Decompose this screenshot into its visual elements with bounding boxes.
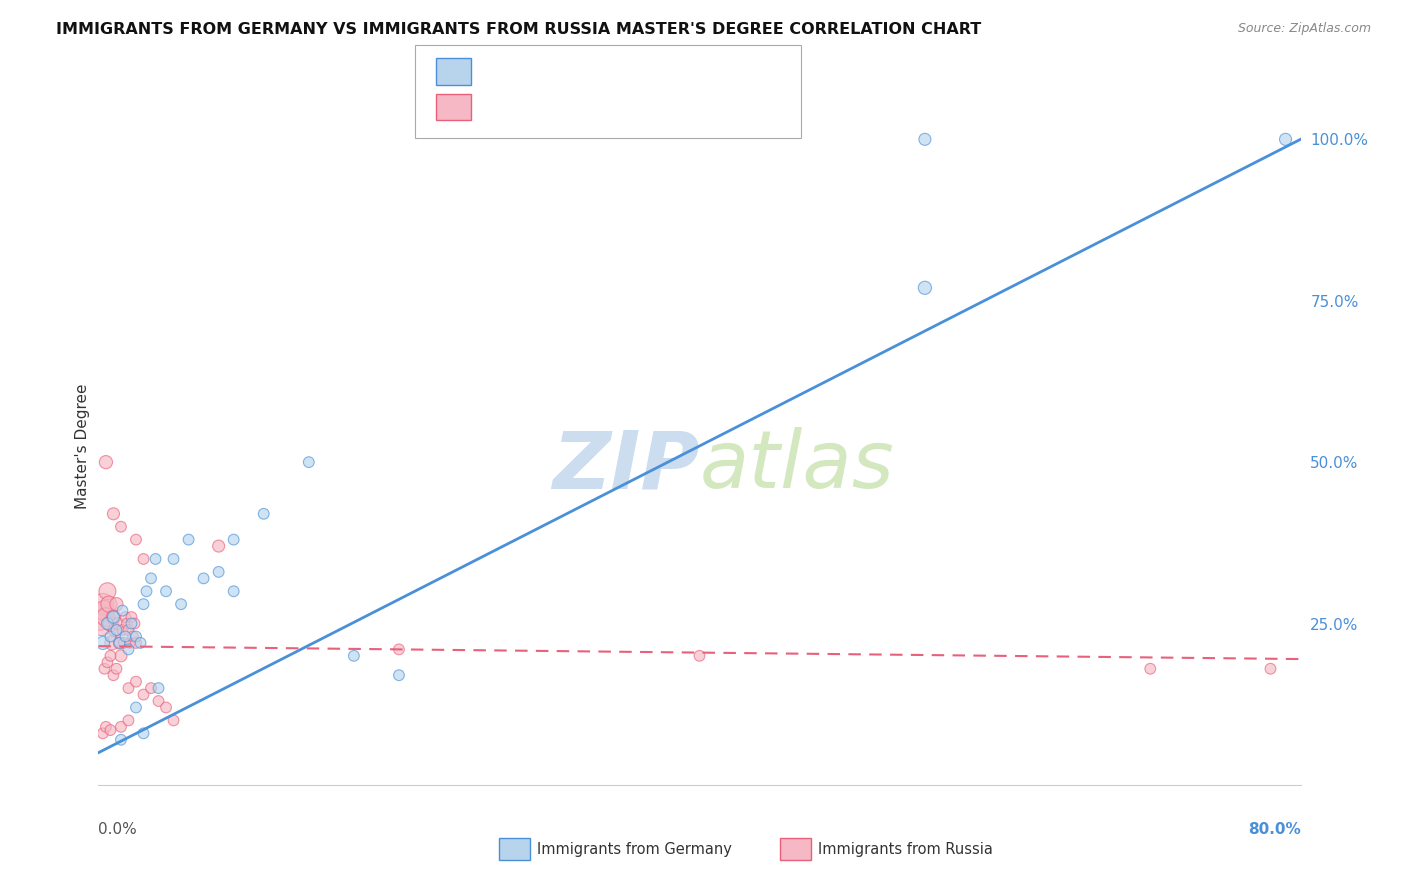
- Point: [222, 584, 245, 599]
- Point: [129, 636, 152, 650]
- Point: [110, 519, 132, 533]
- Point: [162, 714, 184, 728]
- Point: [107, 616, 129, 631]
- Point: [97, 597, 120, 611]
- Point: [111, 623, 134, 637]
- Point: [103, 507, 125, 521]
- Text: Immigrants from Russia: Immigrants from Russia: [818, 842, 993, 856]
- Point: [101, 636, 124, 650]
- Point: [155, 700, 177, 714]
- Point: [298, 455, 321, 469]
- Point: [125, 700, 148, 714]
- Point: [177, 533, 200, 547]
- Point: [108, 636, 131, 650]
- Point: [145, 552, 167, 566]
- Text: Source: ZipAtlas.com: Source: ZipAtlas.com: [1237, 22, 1371, 36]
- Point: [100, 648, 122, 663]
- Point: [96, 584, 118, 599]
- Point: [155, 584, 177, 599]
- Point: [103, 610, 125, 624]
- Point: [118, 636, 141, 650]
- Point: [114, 630, 136, 644]
- Point: [90, 616, 112, 631]
- Y-axis label: Master's Degree: Master's Degree: [75, 384, 90, 508]
- Point: [91, 636, 114, 650]
- Point: [100, 630, 122, 644]
- Point: [914, 132, 936, 146]
- Point: [110, 648, 132, 663]
- Point: [1139, 662, 1161, 676]
- Text: Immigrants from Germany: Immigrants from Germany: [537, 842, 733, 856]
- Point: [103, 668, 125, 682]
- Point: [105, 623, 128, 637]
- Text: atlas: atlas: [700, 427, 894, 506]
- Point: [111, 604, 134, 618]
- Point: [93, 604, 115, 618]
- Point: [132, 688, 155, 702]
- Point: [114, 610, 136, 624]
- Point: [208, 539, 231, 553]
- Point: [110, 720, 132, 734]
- Point: [121, 616, 143, 631]
- Point: [139, 681, 162, 695]
- Text: 80.0%: 80.0%: [1247, 822, 1301, 838]
- Point: [148, 694, 170, 708]
- Point: [115, 616, 138, 631]
- Point: [208, 565, 231, 579]
- Point: [117, 681, 139, 695]
- Point: [100, 616, 122, 631]
- Point: [1260, 662, 1282, 676]
- Point: [132, 726, 155, 740]
- Point: [124, 616, 146, 631]
- Point: [122, 630, 145, 644]
- Point: [108, 636, 131, 650]
- Point: [104, 623, 127, 637]
- Point: [139, 571, 162, 585]
- Text: ZIP: ZIP: [553, 427, 700, 506]
- Text: IMMIGRANTS FROM GERMANY VS IMMIGRANTS FROM RUSSIA MASTER'S DEGREE CORRELATION CH: IMMIGRANTS FROM GERMANY VS IMMIGRANTS FR…: [56, 22, 981, 37]
- Point: [117, 623, 139, 637]
- Point: [343, 648, 366, 663]
- Point: [135, 584, 157, 599]
- Point: [162, 552, 184, 566]
- Point: [91, 597, 114, 611]
- Point: [100, 723, 122, 737]
- Point: [388, 642, 411, 657]
- Point: [96, 655, 118, 669]
- Point: [132, 552, 155, 566]
- Point: [117, 642, 139, 657]
- Point: [112, 636, 135, 650]
- Point: [148, 681, 170, 695]
- Point: [689, 648, 711, 663]
- Point: [125, 533, 148, 547]
- Point: [125, 630, 148, 644]
- Point: [94, 610, 117, 624]
- Point: [132, 597, 155, 611]
- Point: [125, 636, 148, 650]
- Point: [103, 610, 125, 624]
- Point: [110, 732, 132, 747]
- Point: [193, 571, 215, 585]
- Point: [388, 668, 411, 682]
- Point: [121, 610, 143, 624]
- Point: [94, 455, 117, 469]
- Text: R = -0.047    N = 52: R = -0.047 N = 52: [478, 95, 647, 113]
- Point: [93, 662, 115, 676]
- Point: [105, 662, 128, 676]
- Point: [91, 726, 114, 740]
- Point: [253, 507, 276, 521]
- Point: [94, 720, 117, 734]
- Point: [125, 674, 148, 689]
- Point: [222, 533, 245, 547]
- Point: [170, 597, 193, 611]
- Point: [89, 610, 111, 624]
- Point: [117, 714, 139, 728]
- Point: [1274, 132, 1296, 146]
- Text: 0.0%: 0.0%: [98, 822, 138, 838]
- Point: [96, 616, 118, 631]
- Point: [914, 281, 936, 295]
- Text: R =  0.733    N = 35: R = 0.733 N = 35: [478, 60, 645, 78]
- Point: [105, 597, 128, 611]
